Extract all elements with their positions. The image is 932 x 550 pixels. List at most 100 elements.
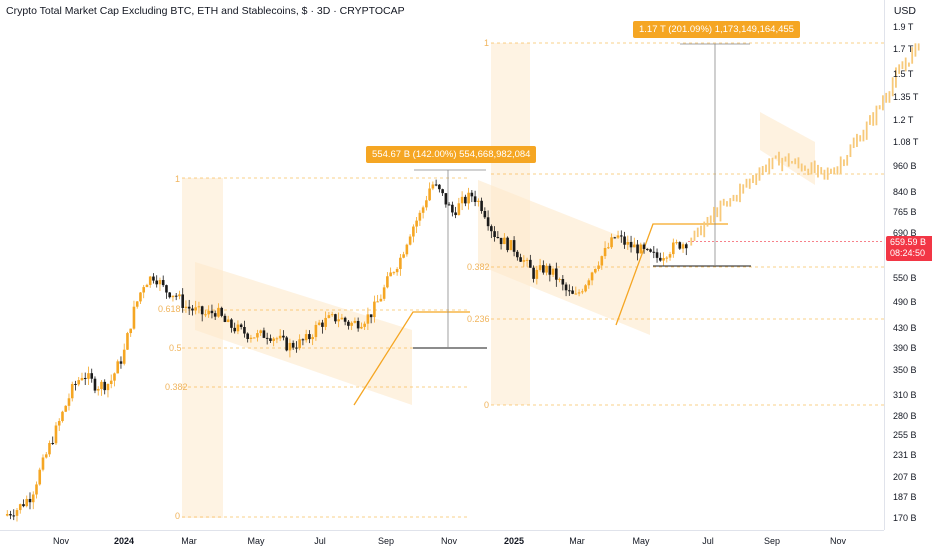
candle-body <box>658 257 662 261</box>
candle-body <box>668 254 672 258</box>
candle-body <box>538 265 542 270</box>
candle-body <box>204 314 207 316</box>
candle-body <box>493 231 496 237</box>
fib-label: 0.5 <box>169 343 182 353</box>
x-tick-label: May <box>247 536 265 546</box>
candle-body <box>311 337 314 340</box>
candle-body <box>184 306 188 308</box>
fib-label: 1 <box>175 174 181 184</box>
y-tick-label: 255 B <box>893 430 917 440</box>
candle-body <box>684 244 688 249</box>
candle-body <box>161 280 165 286</box>
candle-body <box>662 258 665 261</box>
candle-body <box>522 260 526 262</box>
candle-body <box>275 338 279 340</box>
candle-body <box>376 301 379 303</box>
candle-body <box>581 291 584 293</box>
candle-body <box>623 236 626 245</box>
candle-body <box>122 349 126 364</box>
candle-body <box>503 237 506 245</box>
candle-body <box>629 241 633 248</box>
candle-body <box>259 330 262 334</box>
candle-body <box>360 326 363 329</box>
candle-body <box>382 287 386 299</box>
candle-body <box>356 320 360 329</box>
candle-body <box>129 328 133 334</box>
candle-body <box>347 321 350 326</box>
candle-body <box>519 257 522 262</box>
candle-body <box>210 310 214 314</box>
candle-body <box>652 251 656 253</box>
candle-body <box>126 333 129 350</box>
y-tick-label: 1.5 T <box>893 69 914 79</box>
candle-body <box>80 377 84 381</box>
y-tick-label: 1.9 T <box>893 22 914 32</box>
candle-body <box>483 211 487 218</box>
x-tick-label: Jul <box>702 536 714 546</box>
candle-body <box>633 244 636 248</box>
candle-body <box>447 204 451 206</box>
candle-body <box>239 324 243 327</box>
candle-body <box>207 310 210 315</box>
candle-body <box>509 240 513 251</box>
candle-body <box>441 189 444 194</box>
candle-body <box>106 383 110 391</box>
candle-body <box>31 494 35 503</box>
trend-line <box>353 311 470 406</box>
y-tick-label: 1.7 T <box>893 44 914 54</box>
candle-body <box>490 226 493 232</box>
candle-body <box>317 322 321 325</box>
x-tick-label: 2025 <box>503 536 525 546</box>
y-tick-label: 231 B <box>893 450 917 460</box>
candle-body <box>282 335 285 338</box>
candle-body <box>174 295 178 297</box>
fib-label: 0.382 <box>165 382 188 392</box>
candle-body <box>464 196 467 204</box>
candle-body <box>408 236 412 245</box>
candle-body <box>555 268 558 280</box>
candle-body <box>616 235 620 238</box>
candle-body <box>132 306 136 329</box>
candle-body <box>100 381 103 389</box>
candle-body <box>620 235 623 237</box>
candle-body <box>626 241 630 245</box>
candle-body <box>655 252 659 258</box>
candle-body <box>142 287 146 293</box>
candle-body <box>636 244 639 254</box>
candle-body <box>249 337 253 339</box>
candle-body <box>369 314 373 318</box>
candle-body <box>516 251 519 258</box>
candle-body <box>191 308 194 311</box>
candle-body <box>155 280 159 285</box>
candle-body <box>551 268 555 275</box>
y-tick-label: 170 B <box>893 513 917 523</box>
candle-body <box>607 247 610 249</box>
fib-label: 0.618 <box>158 304 181 314</box>
candle-body <box>603 247 607 257</box>
candle-body <box>12 515 16 517</box>
candle-body <box>597 265 600 269</box>
candle-body <box>506 237 509 251</box>
candle-body <box>269 338 272 341</box>
candle-body <box>402 254 405 258</box>
candle-body <box>678 242 682 249</box>
candle-body <box>587 280 591 286</box>
candle-body <box>457 203 461 216</box>
candle-body <box>639 244 643 254</box>
y-tick-label: 310 B <box>893 390 917 400</box>
candle-body <box>610 237 613 248</box>
candle-body <box>145 284 149 288</box>
candle-body <box>200 306 204 315</box>
candle-body <box>9 514 12 516</box>
y-tick-label: 187 B <box>893 492 917 502</box>
candle-body <box>363 323 366 327</box>
candle-body <box>454 212 457 216</box>
candle-body <box>343 317 347 322</box>
candle-body <box>405 244 409 255</box>
candle-body <box>256 333 259 338</box>
candle-body <box>548 265 552 275</box>
candle-body <box>194 307 197 311</box>
candle-body <box>415 220 418 227</box>
